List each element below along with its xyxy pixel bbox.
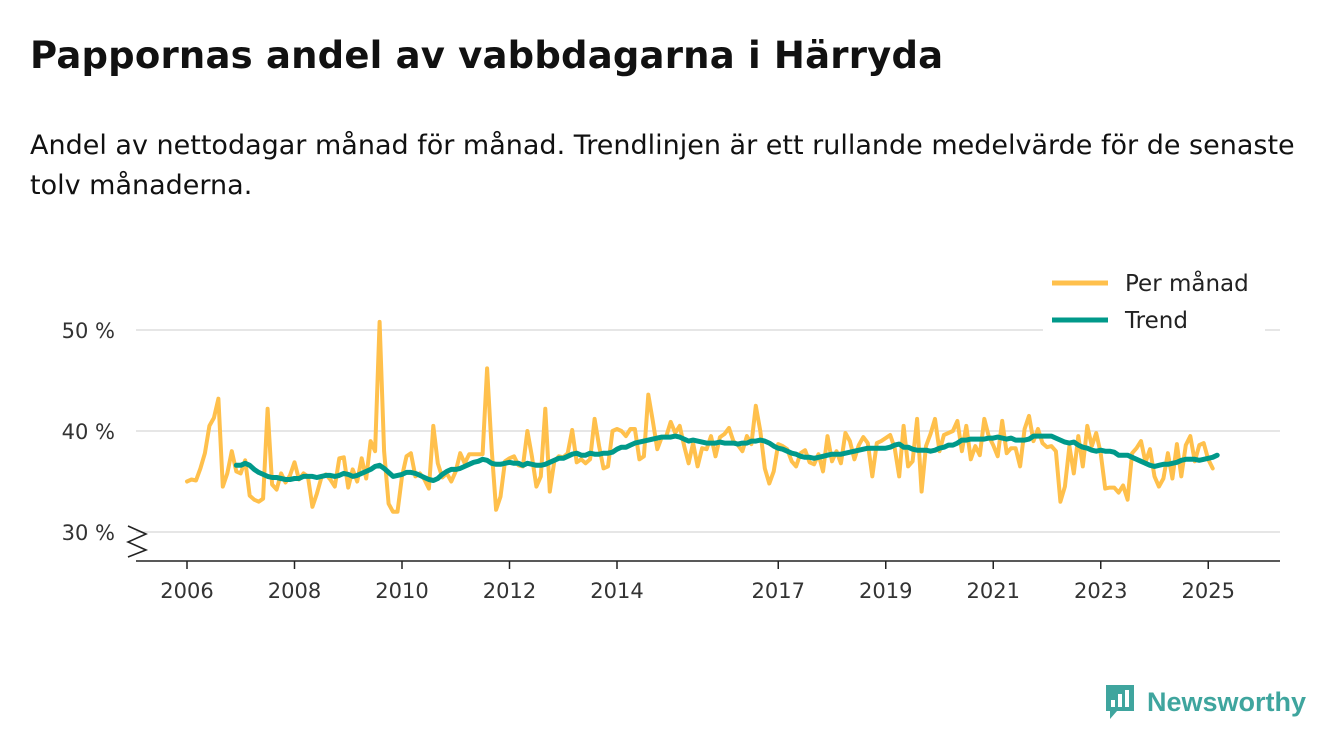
legend: Per månad Trend <box>1043 262 1265 342</box>
series-line-per-manad <box>185 319 1215 514</box>
x-tick-label: 2019 <box>859 579 912 603</box>
brand: Newsworthy <box>1103 682 1306 722</box>
legend-label-per-manad: Per månad <box>1125 269 1249 297</box>
x-tick-label: 2025 <box>1182 579 1235 603</box>
series-layer <box>185 319 1220 514</box>
x-tick-label: 2014 <box>590 579 643 603</box>
grid-layer <box>136 329 1280 533</box>
legend-background <box>1043 262 1265 342</box>
newsworthy-logo-icon <box>1106 685 1134 719</box>
x-tick-label: 2017 <box>752 579 805 603</box>
x-tick-label: 2006 <box>160 579 213 603</box>
y-axis-break-icon <box>126 525 149 558</box>
y-tick-label: 30 % <box>62 521 115 545</box>
y-tick-label: 40 % <box>62 420 115 444</box>
series-line-trend <box>233 433 1220 483</box>
x-tick-label: 2021 <box>967 579 1020 603</box>
x-tick-label: 2012 <box>483 579 536 603</box>
x-tick-label: 2023 <box>1074 579 1127 603</box>
brand-name: Newsworthy <box>1147 686 1307 717</box>
x-tick-label: 2010 <box>375 579 428 603</box>
axis-layer: 30 % 40 % 50 % 2006 2008 2010 2012 2014 2017 2019… <box>62 319 1280 603</box>
y-tick-label: 50 % <box>62 319 115 343</box>
x-tick-label: 2008 <box>268 579 321 603</box>
legend-label-trend: Trend <box>1124 308 1188 334</box>
chart-title: Pappornas andel av vabbdagarna i Härryda <box>30 34 944 77</box>
chart-subtitle: Andel av nettodagar månad för månad. Tre… <box>30 130 1295 201</box>
